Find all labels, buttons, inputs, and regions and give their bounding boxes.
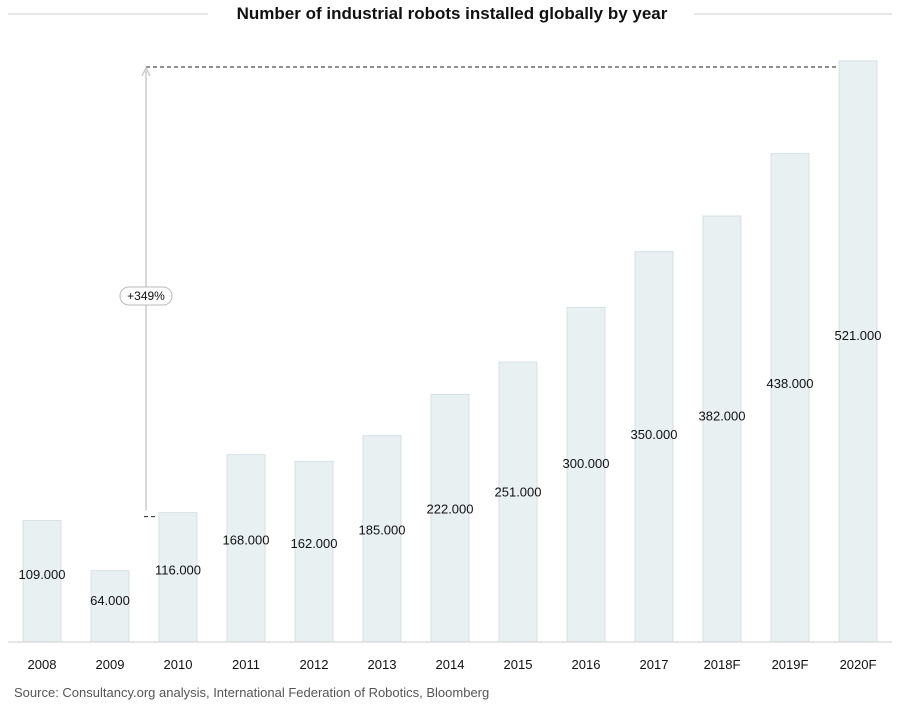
data-label-2015: 251.000 xyxy=(495,484,542,499)
bar-2017 xyxy=(634,251,674,643)
x-tick-label-2012: 2012 xyxy=(300,657,329,672)
source-note: Source: Consultancy.org analysis, Intern… xyxy=(14,685,489,700)
x-tick-label-2016: 2016 xyxy=(572,657,601,672)
bar-2015 xyxy=(498,361,538,643)
x-tick-label-2018F: 2018F xyxy=(704,657,741,672)
data-label-2008: 109.000 xyxy=(19,567,66,582)
data-labels-group: 109.000 64.000 116.000 168.000 162.000 185.00… xyxy=(19,328,882,608)
chart-title: Number of industrial robots installed gl… xyxy=(237,4,668,23)
bar-2020F xyxy=(838,60,878,643)
bar-2010 xyxy=(158,512,198,643)
bar-2019F xyxy=(770,153,810,643)
data-label-2012: 162.000 xyxy=(291,536,338,551)
x-tick-label-2013: 2013 xyxy=(368,657,397,672)
data-label-2014: 222.000 xyxy=(427,501,474,516)
x-tick-label-2008: 2008 xyxy=(28,657,57,672)
bar-2018F xyxy=(702,215,742,643)
bars-group xyxy=(22,60,878,643)
bar-2012 xyxy=(294,460,334,643)
x-tick-label-2009: 2009 xyxy=(96,657,125,672)
x-tick-label-2019F: 2019F xyxy=(772,657,809,672)
bar-2008 xyxy=(22,519,62,643)
bar-2016 xyxy=(566,306,606,643)
data-label-2018F: 382.000 xyxy=(699,408,746,423)
x-tick-label-2010: 2010 xyxy=(164,657,193,672)
bar-2009 xyxy=(90,570,130,643)
data-label-2019F: 438.000 xyxy=(767,376,814,391)
data-label-2016: 300.000 xyxy=(563,456,610,471)
x-tick-label-2011: 2011 xyxy=(232,657,260,672)
bar-2014 xyxy=(430,393,470,643)
x-tick-labels-group: 2008 2009 2010 2011 2012 2013 2014 2015 2016 2017… xyxy=(28,657,877,672)
growth-annotation: +349% xyxy=(119,66,837,518)
growth-badge xyxy=(119,286,173,306)
bar-2013 xyxy=(362,435,402,643)
x-tick-label-2017: 2017 xyxy=(640,657,669,672)
data-label-2017: 350.000 xyxy=(631,427,678,442)
data-label-2013: 185.000 xyxy=(359,523,406,538)
bar-2011 xyxy=(226,454,266,643)
growth-badge-label: +349% xyxy=(127,289,165,303)
x-tick-label-2020F: 2020F xyxy=(840,657,877,672)
data-label-2010: 116.000 xyxy=(155,563,201,578)
data-label-2020F: 521.000 xyxy=(835,328,882,343)
data-label-2009: 64.000 xyxy=(90,593,130,608)
x-tick-label-2014: 2014 xyxy=(436,657,465,672)
x-tick-label-2015: 2015 xyxy=(504,657,533,672)
data-label-2011: 168.000 xyxy=(223,533,270,548)
growth-arrowhead-icon xyxy=(141,66,151,77)
